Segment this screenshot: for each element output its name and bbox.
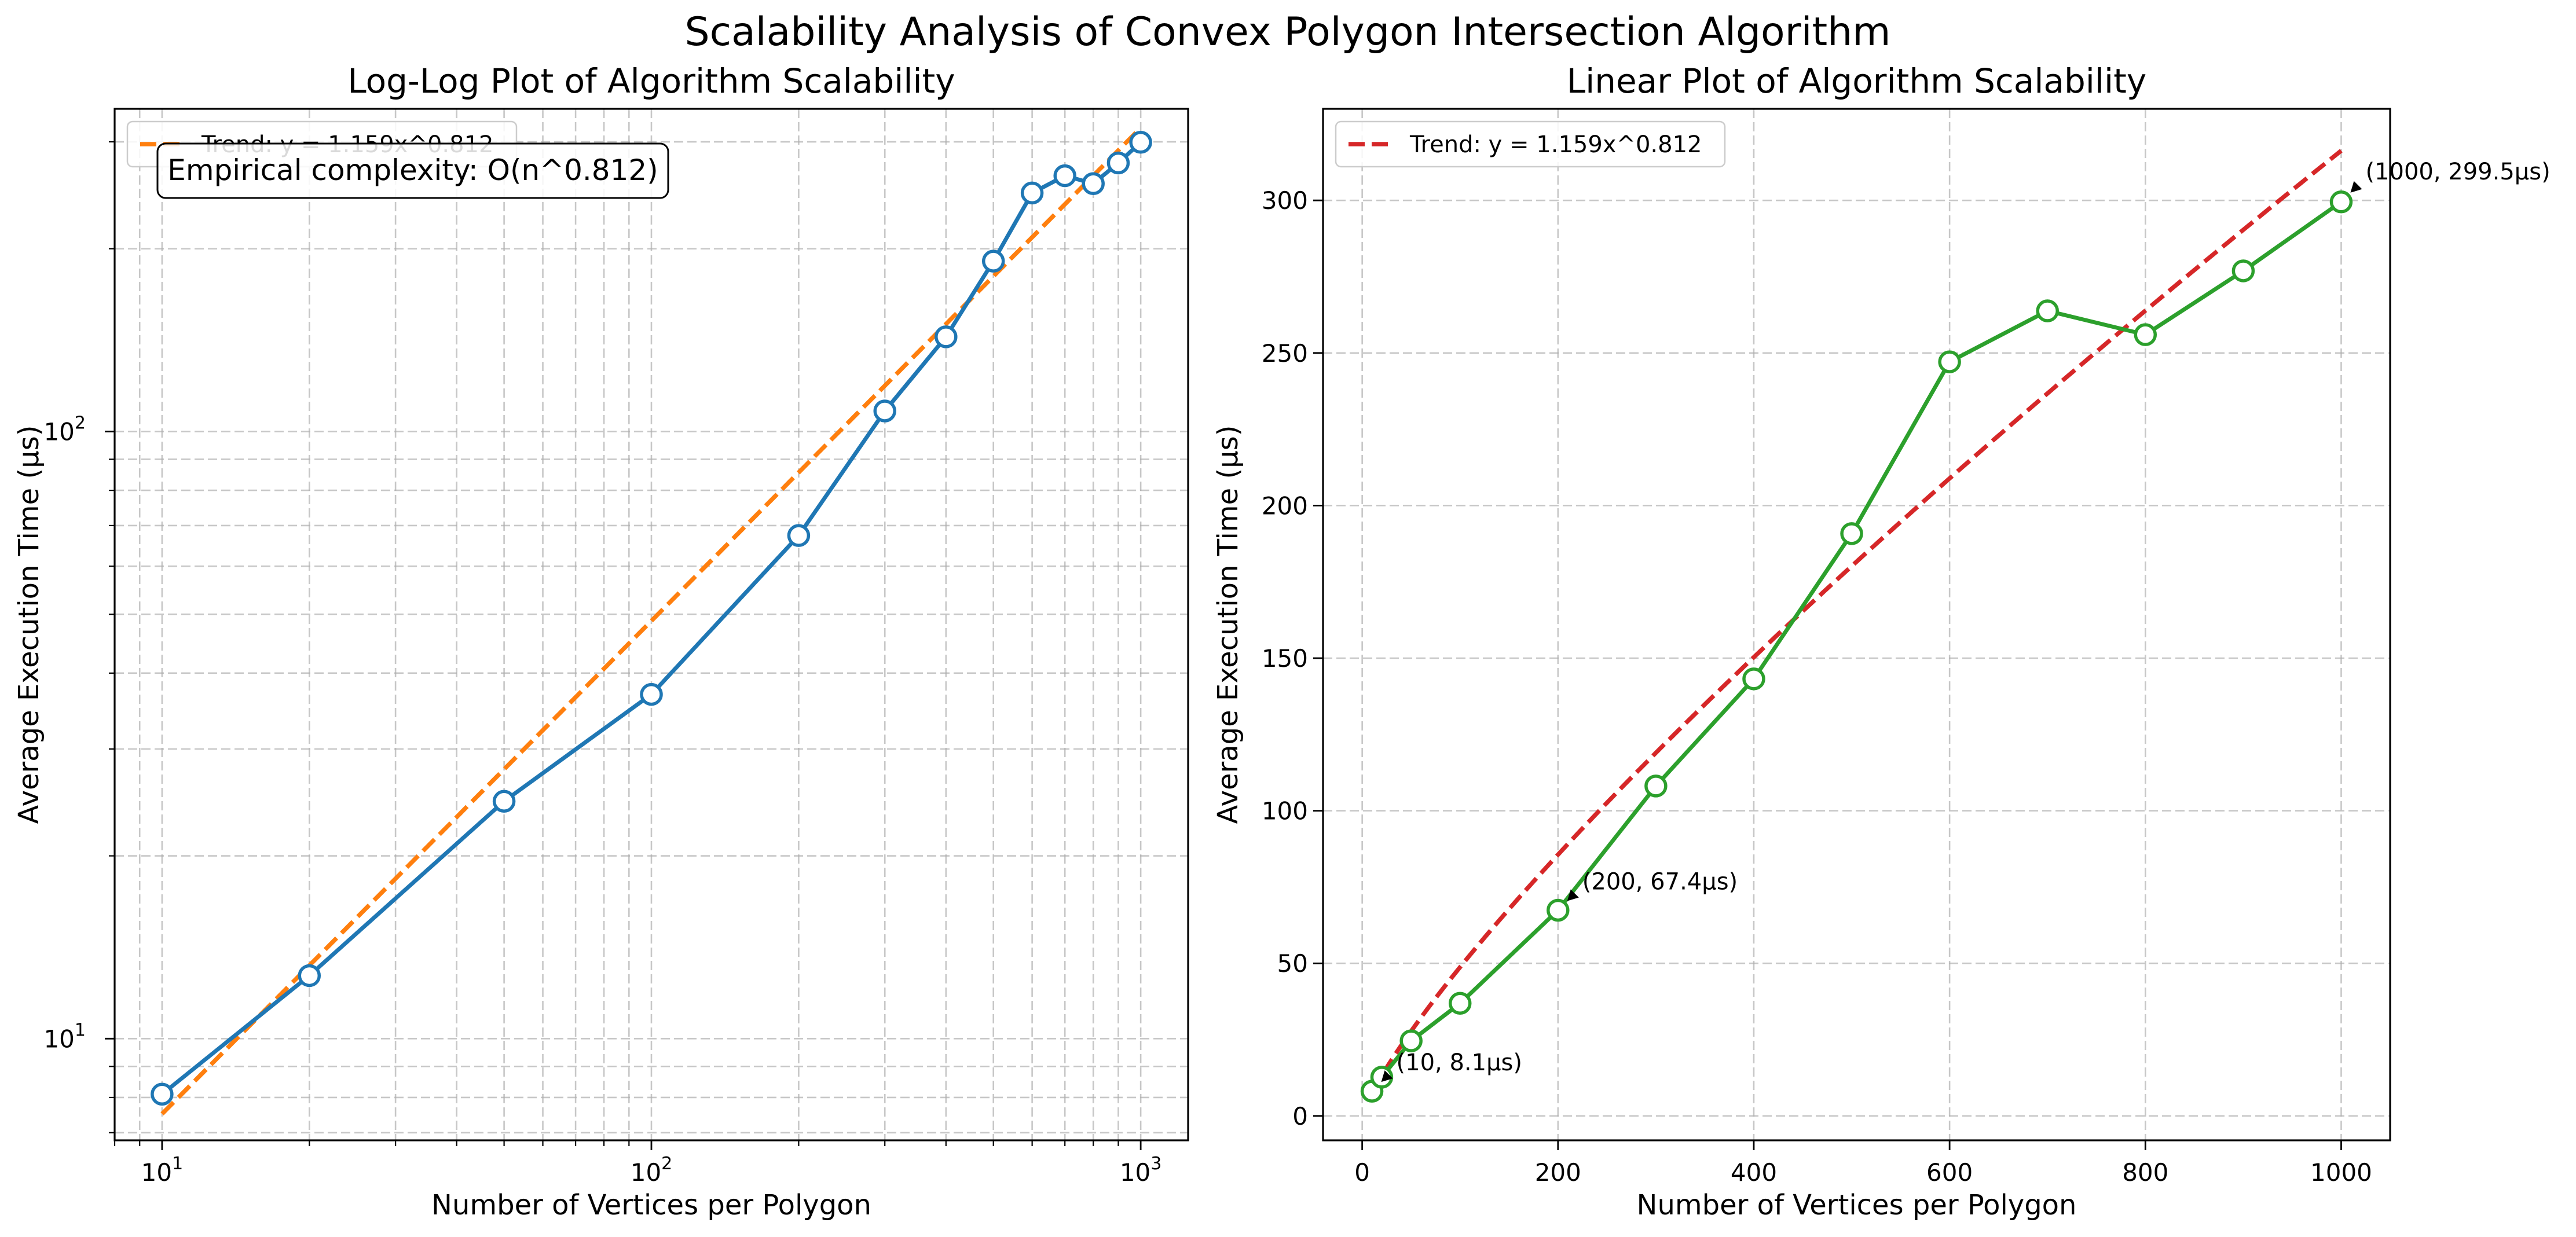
y-axis-label: Average Execution Time (µs) [1212, 425, 1244, 824]
legend-box [1335, 120, 1726, 168]
annotation-label: (1000, 299.5µs) [2365, 159, 2550, 185]
y-axis-label: Average Execution Time (µs) [13, 425, 45, 824]
data-point [640, 682, 663, 706]
y-tick-label: 0 [1292, 1102, 1308, 1130]
data-point [2036, 299, 2059, 322]
data-point [2329, 190, 2353, 214]
x-tick-exponent: 3 [1150, 1154, 1161, 1174]
x-tick-exponent: 1 [172, 1154, 183, 1174]
data-point [1399, 1029, 1423, 1052]
x-tick-base: 10 [631, 1158, 661, 1187]
data-point [298, 964, 321, 988]
y-tick-base: 10 [43, 1025, 74, 1053]
x-tick-label: 400 [1731, 1158, 1777, 1187]
y-tick-exponent: 2 [75, 413, 86, 433]
linear-panel: 0 200 400 600 800 1000 0 50 100 150 200 250 300 Linea… [1212, 61, 2551, 1221]
x-axis-label: Number of Vertices per Polygon [1637, 1189, 2077, 1221]
annotation-arrowhead [2350, 181, 2362, 193]
data-point [1020, 181, 1044, 205]
data-point [151, 1082, 174, 1106]
data-point [1082, 172, 1105, 196]
y-tick-label: 100 [1262, 797, 1308, 825]
complexity-text: Empirical complexity: O(n^0.812) [167, 153, 658, 187]
data-point [1129, 131, 1152, 154]
annotation-arrowhead [1567, 889, 1579, 901]
legend: Trend: y = 1.159x^0.812 [1335, 120, 1726, 168]
y-tick-label: 250 [1262, 339, 1308, 368]
axes-frame [113, 108, 1189, 1141]
axes-frame [1322, 108, 2391, 1141]
x-tick-label: 200 [1535, 1158, 1581, 1187]
y-tick-label: 50 [1277, 949, 1308, 978]
y-tick-label: 300 [1262, 186, 1308, 215]
data-point [1053, 164, 1076, 188]
x-tick-label: 102 [631, 1154, 673, 1187]
annotation-label: (10, 8.1µs) [1397, 1049, 1522, 1076]
x-axis-label: Number of Vertices per Polygon [431, 1189, 871, 1221]
legend-label-trend: Trend: y = 1.159x^0.812 [1409, 131, 1702, 158]
trend-line [1370, 149, 2343, 1095]
x-tick-label: 0 [1354, 1158, 1370, 1187]
y-tick-label: 101 [43, 1020, 86, 1053]
x-tick-label: 103 [1120, 1154, 1162, 1187]
data-point [1644, 774, 1668, 798]
data-point [1547, 898, 1570, 922]
data-point [1370, 1066, 1394, 1089]
annotation-arrowhead [1381, 1070, 1393, 1082]
x-tick-exponent: 2 [661, 1154, 672, 1174]
data-point [981, 249, 1005, 273]
figure-suptitle: Scalability Analysis of Convex Polygon I… [685, 9, 1891, 55]
x-tick-label: 101 [141, 1154, 184, 1187]
x-tick-label: 600 [1926, 1158, 1973, 1187]
x-tick-label: 800 [2122, 1158, 2168, 1187]
y-tick-label: 200 [1262, 491, 1308, 520]
x-tick-label: 1000 [2310, 1158, 2372, 1187]
y-tick-label: 102 [43, 413, 86, 446]
data-point [1742, 667, 1765, 691]
y-tick-label: 150 [1262, 644, 1308, 673]
panel-title: Log-Log Plot of Algorithm Scalability [347, 61, 955, 101]
y-tick-base: 10 [43, 417, 74, 446]
panel-title: Linear Plot of Algorithm Scalability [1567, 61, 2146, 101]
data-point [2231, 259, 2255, 282]
grid-lines [113, 109, 1188, 1140]
annotation-label: (200, 67.4µs) [1582, 868, 1738, 895]
x-tick-base: 10 [1120, 1158, 1150, 1187]
data-point [873, 399, 896, 423]
data-point [935, 325, 958, 348]
data-point [1106, 151, 1130, 175]
data-point [2134, 323, 2157, 346]
grid-lines [1323, 109, 2390, 1140]
data-point [1938, 350, 1961, 373]
y-tick-exponent: 1 [75, 1020, 86, 1040]
data-point [1840, 522, 1863, 545]
plot-area [151, 126, 1152, 1115]
x-tick-base: 10 [141, 1158, 172, 1187]
data-point [787, 524, 811, 547]
complexity-box [156, 142, 669, 199]
plot-area [1360, 149, 2353, 1103]
data-point [492, 790, 516, 813]
data-point [1448, 992, 1472, 1015]
